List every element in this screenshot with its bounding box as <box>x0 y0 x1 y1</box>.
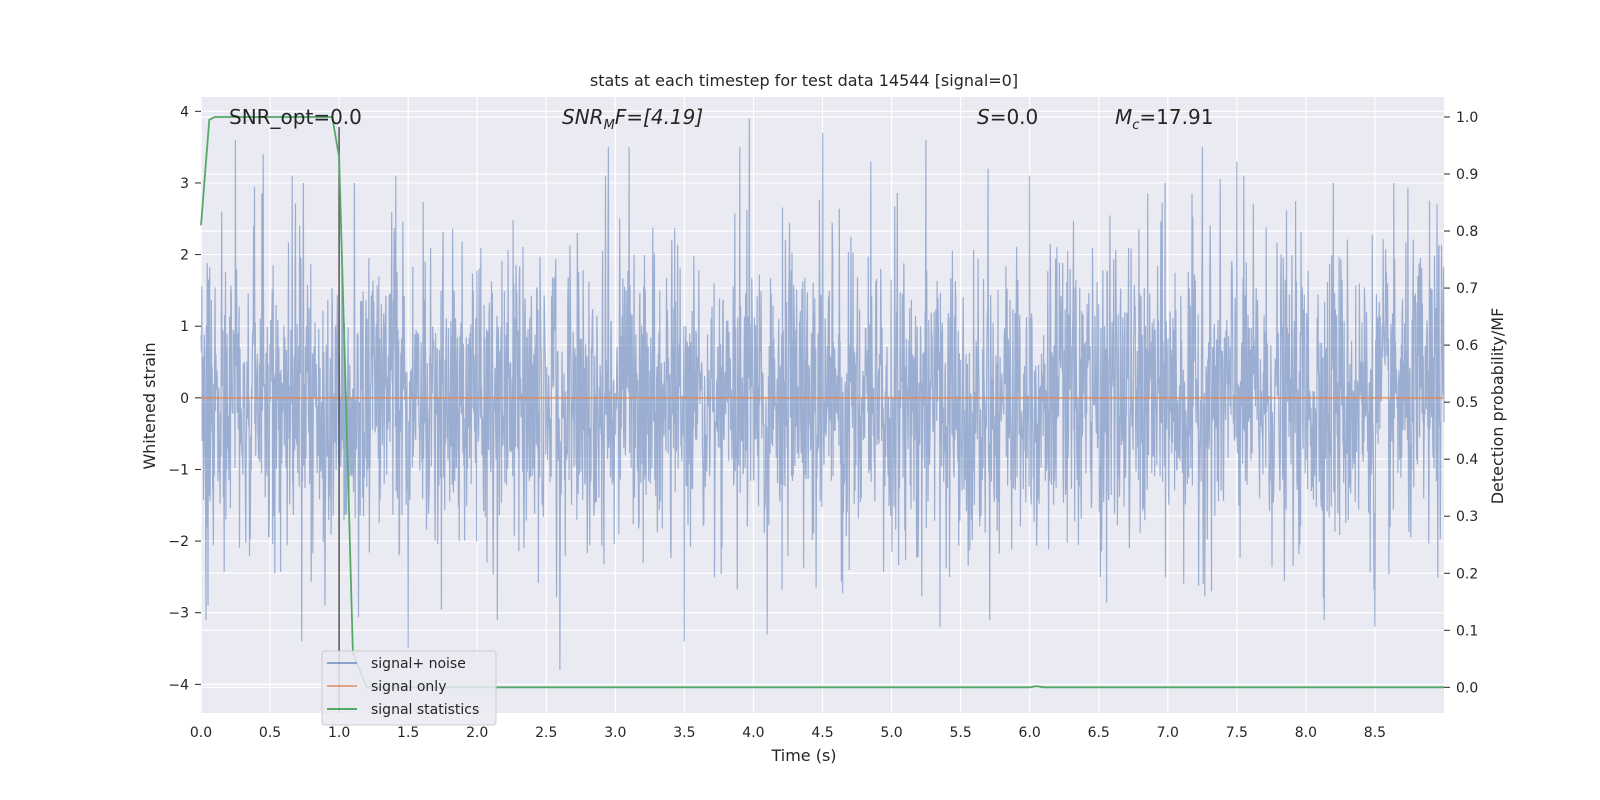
annotation-snr-opt: SNR_opt=0.0 <box>229 105 362 129</box>
legend: signal+ noise signal only signal statist… <box>321 650 497 726</box>
x-tick-label: 6.5 <box>1088 725 1110 741</box>
x-tick-label: 0.5 <box>259 725 281 741</box>
y-left-axis-label: Whitened strain <box>140 342 159 469</box>
series-signal-plus-noise <box>200 118 1445 671</box>
y-left-tick-label: 0 <box>180 391 189 407</box>
y-right-tick-label: 0.1 <box>1456 623 1478 639</box>
x-axis-label: Time (s) <box>770 746 836 765</box>
annotation-mc-rest: =17.91 <box>1139 105 1213 129</box>
y-right-tick-label: 0.7 <box>1456 281 1478 297</box>
y-right-axis-ticks: 0.0 0.1 0.2 0.3 0.4 0.5 0.6 0.7 0.8 0.9 1.0 <box>1444 110 1478 696</box>
annotation-snr-mf-sub: M <box>604 118 615 133</box>
legend-label-signal-statistics: signal statistics <box>371 702 479 718</box>
y-right-tick-label: 0.2 <box>1456 566 1478 582</box>
legend-box <box>321 650 497 726</box>
x-tick-label: 2.5 <box>535 725 557 741</box>
x-tick-label: 6.0 <box>1019 725 1041 741</box>
x-axis-ticks: 0.0 0.5 1.0 1.5 2.0 2.5 3.0 3.5 4.0 4.5 5.0 5.5 6.0 6… <box>190 725 1386 741</box>
y-left-tick-label: 3 <box>180 176 189 192</box>
y-right-tick-label: 0.4 <box>1456 452 1478 468</box>
annotation-snr-mf: SNRMF=[4.19] <box>562 105 703 133</box>
y-right-tick-label: 1.0 <box>1456 110 1478 126</box>
y-left-axis-ticks: −4 −3 −2 −1 0 1 2 3 4 <box>168 104 201 693</box>
x-tick-label: 4.0 <box>742 725 764 741</box>
x-tick-label: 7.5 <box>1226 725 1248 741</box>
y-left-tick-label: −2 <box>168 534 189 550</box>
legend-label-signal-plus-noise: signal+ noise <box>371 656 466 672</box>
annotation-mc-sub: c <box>1132 118 1139 133</box>
x-tick-label: 1.0 <box>328 725 350 741</box>
x-tick-label: 8.5 <box>1364 725 1386 741</box>
y-left-tick-label: −4 <box>168 677 189 693</box>
y-left-tick-label: 1 <box>180 319 189 335</box>
y-right-tick-label: 0.0 <box>1456 680 1478 696</box>
y-right-tick-label: 0.9 <box>1456 167 1478 183</box>
x-tick-label: 5.0 <box>880 725 902 741</box>
x-tick-label: 0.0 <box>190 725 212 741</box>
y-right-tick-label: 0.3 <box>1456 509 1478 525</box>
annotation-s: S=0.0 <box>977 105 1038 129</box>
x-tick-label: 8.0 <box>1295 725 1317 741</box>
x-tick-label: 7.0 <box>1157 725 1179 741</box>
y-left-tick-label: −3 <box>168 606 189 622</box>
annotation-mc-main: M <box>1115 105 1132 129</box>
x-tick-label: 2.0 <box>466 725 488 741</box>
y-left-tick-label: 2 <box>180 248 189 264</box>
x-tick-label: 1.5 <box>397 725 419 741</box>
x-tick-label: 3.5 <box>673 725 695 741</box>
y-left-tick-label: −1 <box>168 462 189 478</box>
annotation-mc: Mc=17.91 <box>1115 105 1213 133</box>
series-signal-statistics <box>200 116 1444 689</box>
x-tick-label: 3.0 <box>604 725 626 741</box>
x-tick-label: 4.5 <box>811 725 833 741</box>
y-right-axis-label: Detection probability/MF <box>1488 308 1507 505</box>
x-tick-label: 5.5 <box>949 725 971 741</box>
y-right-tick-label: 0.6 <box>1456 338 1478 354</box>
annotation-snr-mf-main: SNR <box>562 105 604 129</box>
chart-title: stats at each timestep for test data 145… <box>590 71 1018 90</box>
annotation-s-main: S <box>977 105 990 129</box>
series-layer <box>200 116 1445 713</box>
y-right-tick-label: 0.5 <box>1456 395 1478 411</box>
annotation-snr-mf-rest: F=[4.19] <box>615 105 703 129</box>
y-left-tick-label: 4 <box>180 104 189 120</box>
annotation-s-rest: =0.0 <box>990 105 1039 129</box>
y-right-tick-label: 0.8 <box>1456 224 1478 240</box>
legend-label-signal-only: signal only <box>371 679 446 695</box>
